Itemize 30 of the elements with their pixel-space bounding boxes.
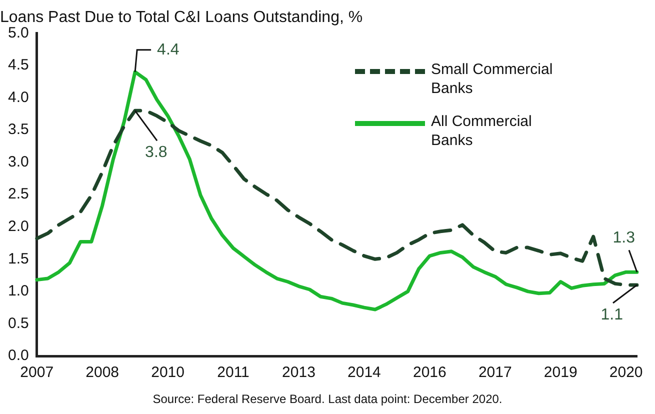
- x-tick-label: 2016: [412, 364, 446, 382]
- x-tick-label: 2011: [217, 364, 250, 382]
- x-tick-label: 2007: [20, 364, 54, 382]
- y-tick-label: 0.5: [8, 314, 29, 332]
- y-tick-label: 4.5: [8, 56, 29, 74]
- data-label: 1.1: [600, 306, 624, 324]
- y-tick-label: 2.5: [8, 186, 29, 203]
- legend-label: All Commercial Banks: [431, 112, 533, 150]
- data-label: 3.8: [145, 144, 168, 162]
- legend-label: Small Commercial Banks: [431, 60, 554, 98]
- chart-title: Loans Past Due to Total C&I Loans Outstanding, %: [0, 9, 363, 26]
- x-tick-label: 2014: [348, 364, 381, 382]
- x-tick-label: 2010: [151, 364, 184, 382]
- source-note: Source: Federal Reserve Board. Last data point: December 2020.: [152, 392, 504, 406]
- x-tick-label: 2020: [609, 364, 643, 382]
- y-tick-label: 3.0: [8, 153, 29, 170]
- y-tick-label: 1.0: [8, 282, 29, 300]
- data-label: 4.4: [157, 41, 180, 58]
- x-tick-label: 2008: [86, 364, 120, 382]
- y-tick-label: 4.0: [8, 88, 29, 106]
- y-tick-label: 2.0: [8, 218, 29, 236]
- x-tick-label: 2013: [282, 364, 316, 382]
- data-label: 1.3: [612, 229, 636, 246]
- y-tick-label: 5.0: [8, 24, 29, 42]
- x-tick-label: 2019: [544, 364, 578, 382]
- y-tick-label: 3.5: [8, 121, 29, 138]
- line-series: [35, 108, 639, 287]
- y-tick-label: 1.5: [8, 250, 29, 268]
- x-tick-label: 2017: [478, 364, 512, 382]
- y-tick-label: 0.0: [8, 347, 29, 364]
